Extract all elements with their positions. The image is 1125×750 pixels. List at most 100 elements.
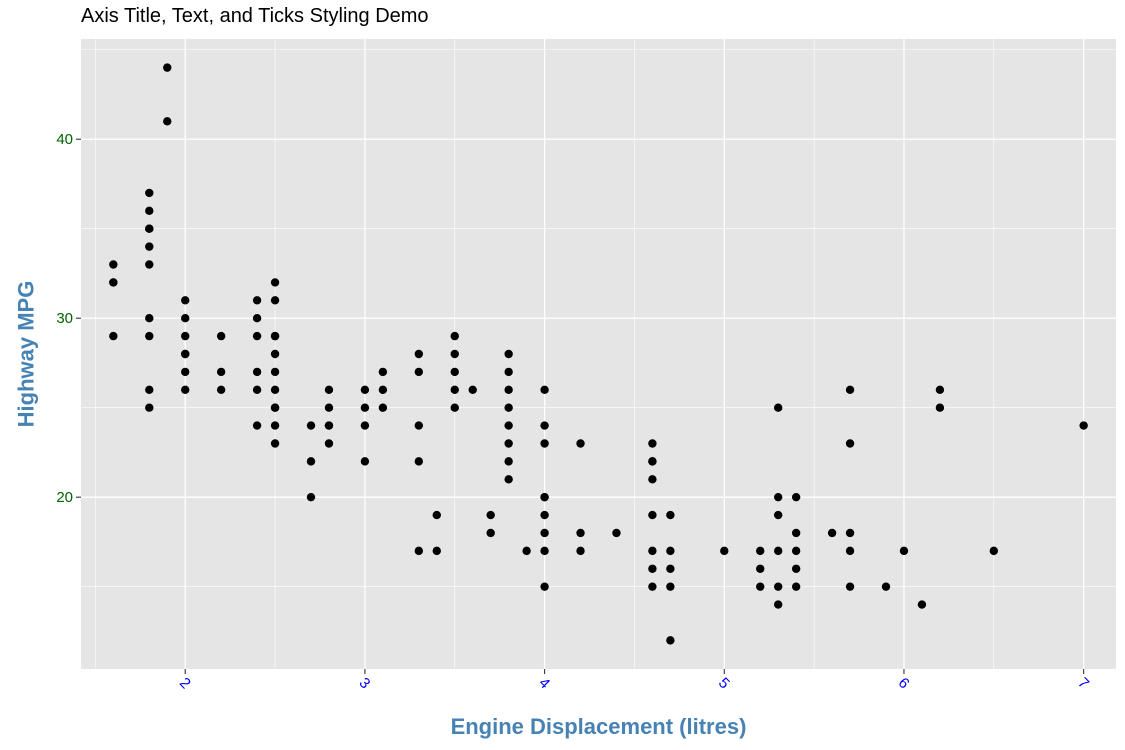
data-point (504, 403, 513, 412)
data-point (252, 331, 262, 341)
data-point (468, 385, 477, 394)
data-point (216, 331, 226, 341)
data-point (773, 403, 783, 412)
data-point (666, 564, 675, 573)
data-point (576, 546, 585, 556)
data-point (414, 349, 424, 359)
data-point (504, 439, 513, 448)
data-point (216, 385, 226, 394)
data-point (324, 403, 334, 412)
data-point (576, 528, 585, 538)
data-point (145, 260, 154, 269)
data-point (756, 582, 765, 591)
data-point (773, 600, 783, 609)
data-point (414, 457, 424, 466)
data-point (360, 403, 370, 412)
data-point (270, 278, 280, 287)
data-point (845, 528, 855, 538)
data-point (306, 421, 316, 430)
data-point (145, 385, 154, 394)
data-point (756, 564, 765, 573)
data-point (450, 385, 459, 394)
data-point (181, 385, 190, 394)
plot-panel (81, 39, 1116, 669)
data-point (432, 546, 441, 556)
data-point (252, 296, 262, 305)
data-point (450, 367, 459, 377)
data-point (252, 367, 262, 377)
data-point (504, 349, 513, 359)
data-point (145, 224, 154, 233)
y-axis: 20 30 40 (56, 131, 81, 506)
data-point (181, 314, 190, 323)
data-point (773, 510, 783, 520)
data-point (648, 510, 657, 520)
data-point (181, 331, 190, 341)
minor-gridlines (81, 39, 1116, 669)
data-point (791, 582, 801, 591)
data-point (756, 546, 765, 556)
data-point (540, 528, 549, 538)
x-axis-title: Engine Displacement (litres) (451, 714, 747, 739)
data-point (935, 403, 945, 412)
data-point (252, 385, 262, 394)
data-point (145, 242, 154, 251)
data-point (306, 492, 316, 502)
data-point (666, 582, 675, 591)
data-point (414, 367, 424, 377)
data-point (163, 63, 172, 72)
data-point (1079, 421, 1088, 430)
data-point (612, 528, 621, 538)
data-point (216, 367, 226, 377)
x-tick-label: 2 (176, 674, 194, 692)
data-point (540, 492, 549, 502)
x-tick-label: 6 (895, 674, 913, 692)
data-point (881, 582, 891, 591)
data-point (845, 582, 855, 591)
data-point (270, 385, 280, 394)
major-gridlines (81, 39, 1116, 669)
data-point (486, 510, 495, 520)
data-point (360, 385, 370, 394)
data-point (252, 314, 262, 323)
data-point (666, 510, 675, 520)
data-point (414, 546, 424, 556)
chart-title: Axis Title, Text, and Ticks Styling Demo (81, 5, 429, 27)
data-point (540, 385, 549, 394)
data-point (450, 403, 459, 412)
data-point (378, 385, 388, 394)
data-point (989, 546, 999, 556)
data-point (109, 278, 118, 287)
data-point (270, 421, 280, 430)
data-point (791, 492, 801, 502)
data-point (845, 385, 855, 394)
data-point (181, 296, 190, 305)
data-point (145, 188, 154, 198)
data-point (666, 546, 675, 556)
data-point (648, 582, 657, 591)
data-point (324, 421, 334, 430)
data-point (181, 367, 190, 377)
data-point (648, 439, 657, 448)
x-tick-label: 3 (356, 674, 374, 692)
data-point (917, 600, 927, 609)
data-point (648, 564, 657, 573)
data-point (145, 314, 154, 323)
data-point (827, 528, 837, 538)
y-axis-title: Highway MPG (14, 281, 39, 428)
data-point (109, 260, 118, 269)
data-point (504, 421, 513, 430)
data-point (773, 582, 783, 591)
data-point (414, 421, 424, 430)
data-point (270, 367, 280, 377)
data-point (648, 475, 657, 484)
data-point (252, 421, 262, 430)
data-point (324, 439, 334, 448)
data-point (648, 546, 657, 556)
data-point (576, 439, 585, 448)
data-point (450, 349, 459, 359)
data-point (145, 206, 154, 216)
data-point (773, 546, 783, 556)
x-tick-label: 5 (715, 674, 733, 692)
data-point (540, 510, 549, 520)
